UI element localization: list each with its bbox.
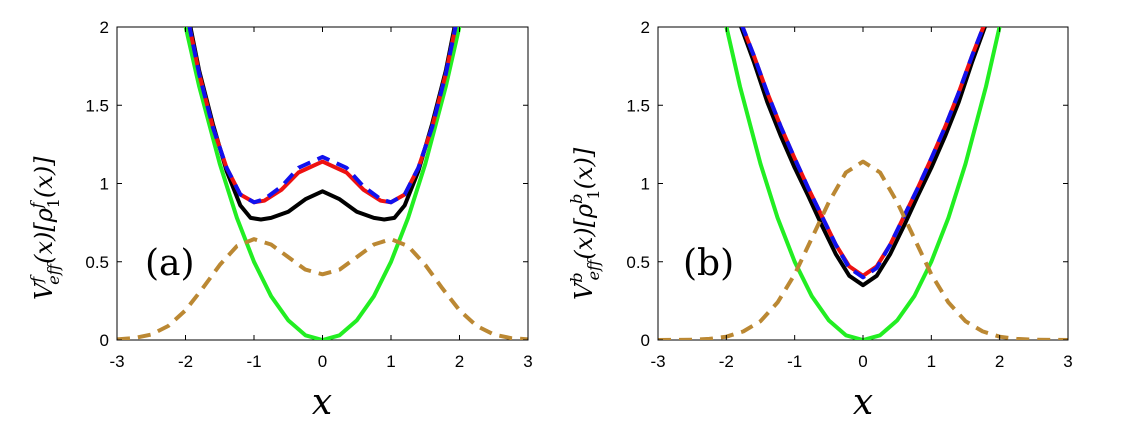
y-tick-label: 1.5	[626, 96, 650, 115]
panel-a-series-3-line	[187, 27, 458, 205]
x-tick-label: 2	[995, 352, 1004, 371]
x-tick-label: -2	[719, 352, 734, 371]
x-tick-label: 0	[858, 352, 867, 371]
panel-b-ticks: -3 -2 -1 0 1 2 3 0 0.5 1 1.5 2	[626, 18, 1072, 371]
panel-b-series-4-line	[658, 159, 1068, 340]
x-tick-label: 0	[318, 352, 327, 371]
panel-b-series-3-line	[740, 27, 986, 280]
panel-a-label: (a)	[145, 243, 195, 284]
panel-a-series-0-line	[183, 27, 462, 340]
y-tick-label: 1.5	[85, 96, 109, 115]
panel-b-series-0-line	[724, 27, 1002, 340]
y-tick-label: 0	[641, 331, 650, 350]
panel-b: -3 -2 -1 0 1 2 3 0 0.5 1 1.5 2 (b) x Vbeff(x)[ρb1(x…	[567, 18, 1073, 423]
panel-a-series-1-line	[188, 27, 457, 222]
x-tick-label: -1	[787, 352, 802, 371]
x-tick-label: 3	[523, 352, 532, 371]
panel-a-axes-box	[116, 26, 529, 341]
panel-b-label: (b)	[683, 243, 734, 284]
panel-a-ylabel: Vfeff(x)[ρf1(x)]	[27, 156, 63, 300]
x-tick-label: 2	[455, 352, 464, 371]
y-tick-label: 2	[100, 18, 109, 37]
panel-a-xlabel: x	[312, 382, 332, 423]
x-tick-label: -3	[650, 352, 665, 371]
x-tick-label: -2	[178, 352, 193, 371]
x-tick-label: -1	[246, 352, 261, 371]
panel-b-ylabel: Vbeff(x)[ρb1(x)]	[567, 147, 603, 300]
x-tick-label: 1	[927, 352, 936, 371]
y-tick-label: 2	[641, 18, 650, 37]
y-tick-label: 1	[100, 175, 109, 194]
y-tick-label: 0.5	[626, 253, 650, 272]
x-tick-label: 3	[1063, 352, 1072, 371]
panel-b-xlabel: x	[853, 382, 873, 423]
y-tick-label: 1	[641, 175, 650, 194]
panel-b-series	[658, 27, 1068, 340]
y-tick-label: 0.5	[85, 253, 109, 272]
panel-a-ticks: -3 -2 -1 0 1 2 3 0 0.5 1 1.5 2	[85, 18, 532, 371]
panel-b-axes-box	[657, 26, 1069, 341]
y-tick-label: 0	[100, 331, 109, 350]
panel-a-series	[117, 27, 528, 340]
panel-a-series-4-line	[117, 237, 528, 340]
panel-a: -3 -2 -1 0 1 2 3 0 0.5 1 1.5 2 (a) x Vfeff(x)[ρf1(x…	[27, 18, 533, 423]
panel-b-series-1-line	[739, 27, 987, 288]
x-tick-label: -3	[109, 352, 124, 371]
x-tick-label: 1	[386, 352, 395, 371]
